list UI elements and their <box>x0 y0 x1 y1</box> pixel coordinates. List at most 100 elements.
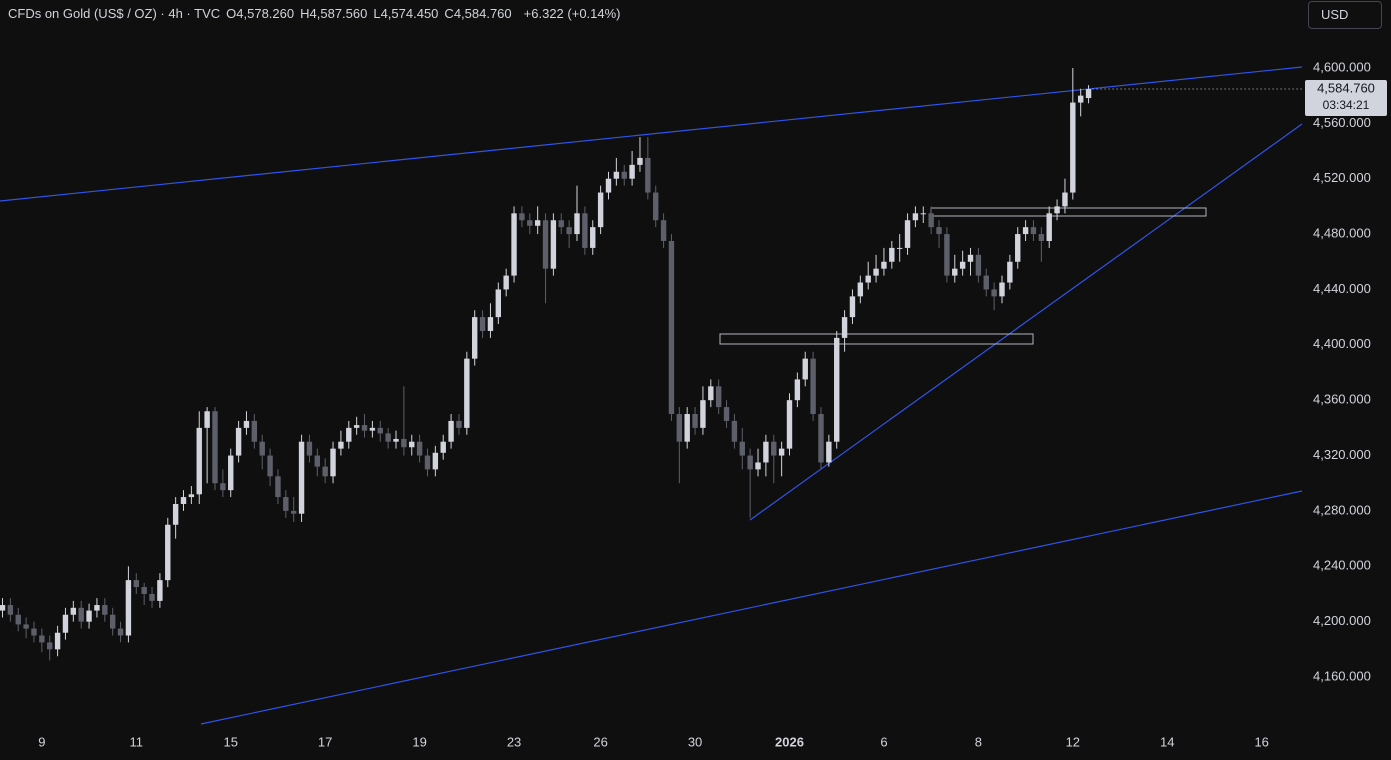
candle-body <box>479 317 486 331</box>
currency-button[interactable]: USD <box>1308 1 1382 29</box>
candle-body <box>1054 206 1060 214</box>
price-label-box <box>1305 80 1387 117</box>
candle-body <box>983 275 989 290</box>
candle-body <box>416 441 423 456</box>
candle-body <box>542 220 549 269</box>
x-tick-label: 14 <box>1160 734 1174 749</box>
candle-body <box>715 386 722 408</box>
candle-body <box>629 164 635 179</box>
x-tick-label: 30 <box>688 734 702 749</box>
x-tick-label: 9 <box>38 734 45 749</box>
candle-body <box>70 607 77 615</box>
candle-body <box>865 275 871 283</box>
candle-body <box>771 441 777 456</box>
candle-body <box>1085 89 1092 99</box>
x-tick-label: 12 <box>1066 734 1080 749</box>
ohlc: O4,578.260 H4,587.560 L4,574.450 C4,584.760 <box>226 6 518 21</box>
candle-body <box>511 213 517 276</box>
y-tick-label: 4,160.000 <box>1313 668 1371 683</box>
candle-body <box>613 171 620 179</box>
ohlc-value: 4,584.760 <box>453 6 512 21</box>
candle-body <box>645 157 651 193</box>
candle-body <box>54 632 61 650</box>
candle-body <box>723 407 730 421</box>
candle-body <box>62 614 69 633</box>
candle-body <box>550 220 557 269</box>
candle-body <box>818 414 824 463</box>
candle-body <box>409 441 415 448</box>
candle-body <box>936 227 942 235</box>
candle-body <box>566 227 572 235</box>
candle-body <box>881 261 887 269</box>
candle-body <box>31 628 37 636</box>
candle-body <box>235 427 242 456</box>
candle-body <box>377 427 383 434</box>
candle-body <box>597 192 604 228</box>
y-tick-label: 4,560.000 <box>1313 115 1371 130</box>
candle-body <box>527 220 533 226</box>
candle-body <box>180 497 187 504</box>
candle-body <box>7 605 14 615</box>
ohlc-value: 4,587.560 <box>309 6 368 21</box>
candle-body <box>0 605 6 611</box>
candle-body <box>676 414 683 442</box>
candle-body <box>637 157 643 165</box>
candle-body <box>298 441 305 514</box>
y-tick-label: 4,280.000 <box>1313 502 1371 517</box>
candle-body <box>1007 261 1013 283</box>
x-tick-label: 11 <box>130 734 144 749</box>
candle-body <box>605 178 612 193</box>
x-tick-label: 6 <box>880 734 887 749</box>
candle-body <box>385 433 391 442</box>
candle-body <box>810 358 816 415</box>
candle-body <box>684 414 690 442</box>
candle-body <box>747 455 753 470</box>
change: +6.322 (+0.14%) <box>523 6 621 21</box>
header: CFDs on Gold (US$ / OZ) · 4h · TVC O4,578… <box>8 6 627 21</box>
candle-body <box>196 427 202 495</box>
ohlc-name: O <box>226 6 237 21</box>
candle-body <box>896 247 903 249</box>
candle-body <box>834 337 840 442</box>
candle-body <box>1022 227 1029 235</box>
candle-body <box>86 610 92 622</box>
candle-body <box>117 628 124 636</box>
candle-body <box>1046 213 1052 241</box>
ohlc-name: C <box>444 6 454 21</box>
candle-body <box>928 213 934 228</box>
candle-body <box>574 213 580 235</box>
candle-body <box>519 213 525 221</box>
candle-body <box>204 411 210 428</box>
candle-body <box>47 642 53 650</box>
x-tick-label: 19 <box>412 734 426 749</box>
candle-body <box>228 455 234 491</box>
trend-line <box>0 66 1303 202</box>
candle-body <box>959 261 966 269</box>
candle-body <box>275 476 281 498</box>
candle-body <box>212 411 218 484</box>
candle-body <box>999 282 1005 297</box>
candle-body <box>141 587 147 594</box>
candle-body <box>1070 102 1076 193</box>
candle-body <box>338 441 344 449</box>
ohlc-item: L4,574.450 <box>373 6 444 21</box>
x-tick-label: 17 <box>318 734 332 749</box>
x-tick-label: 23 <box>507 734 521 749</box>
candle-body <box>889 247 895 262</box>
candle-body <box>755 462 761 470</box>
candle-body <box>133 580 139 588</box>
y-tick-label: 4,600.000 <box>1313 59 1371 74</box>
candle-body <box>259 441 265 456</box>
y-tick-label: 4,520.000 <box>1313 170 1371 185</box>
candle-body <box>472 317 478 359</box>
candle-body <box>1015 234 1021 262</box>
candle-body <box>912 213 919 221</box>
candle-body <box>188 494 195 498</box>
candle-body <box>330 448 336 477</box>
candle-body <box>165 524 171 581</box>
candle-body <box>778 448 785 456</box>
candle-body <box>243 420 250 428</box>
zone-box <box>719 333 1034 345</box>
candle-body <box>692 414 698 428</box>
zone-box <box>930 207 1207 217</box>
